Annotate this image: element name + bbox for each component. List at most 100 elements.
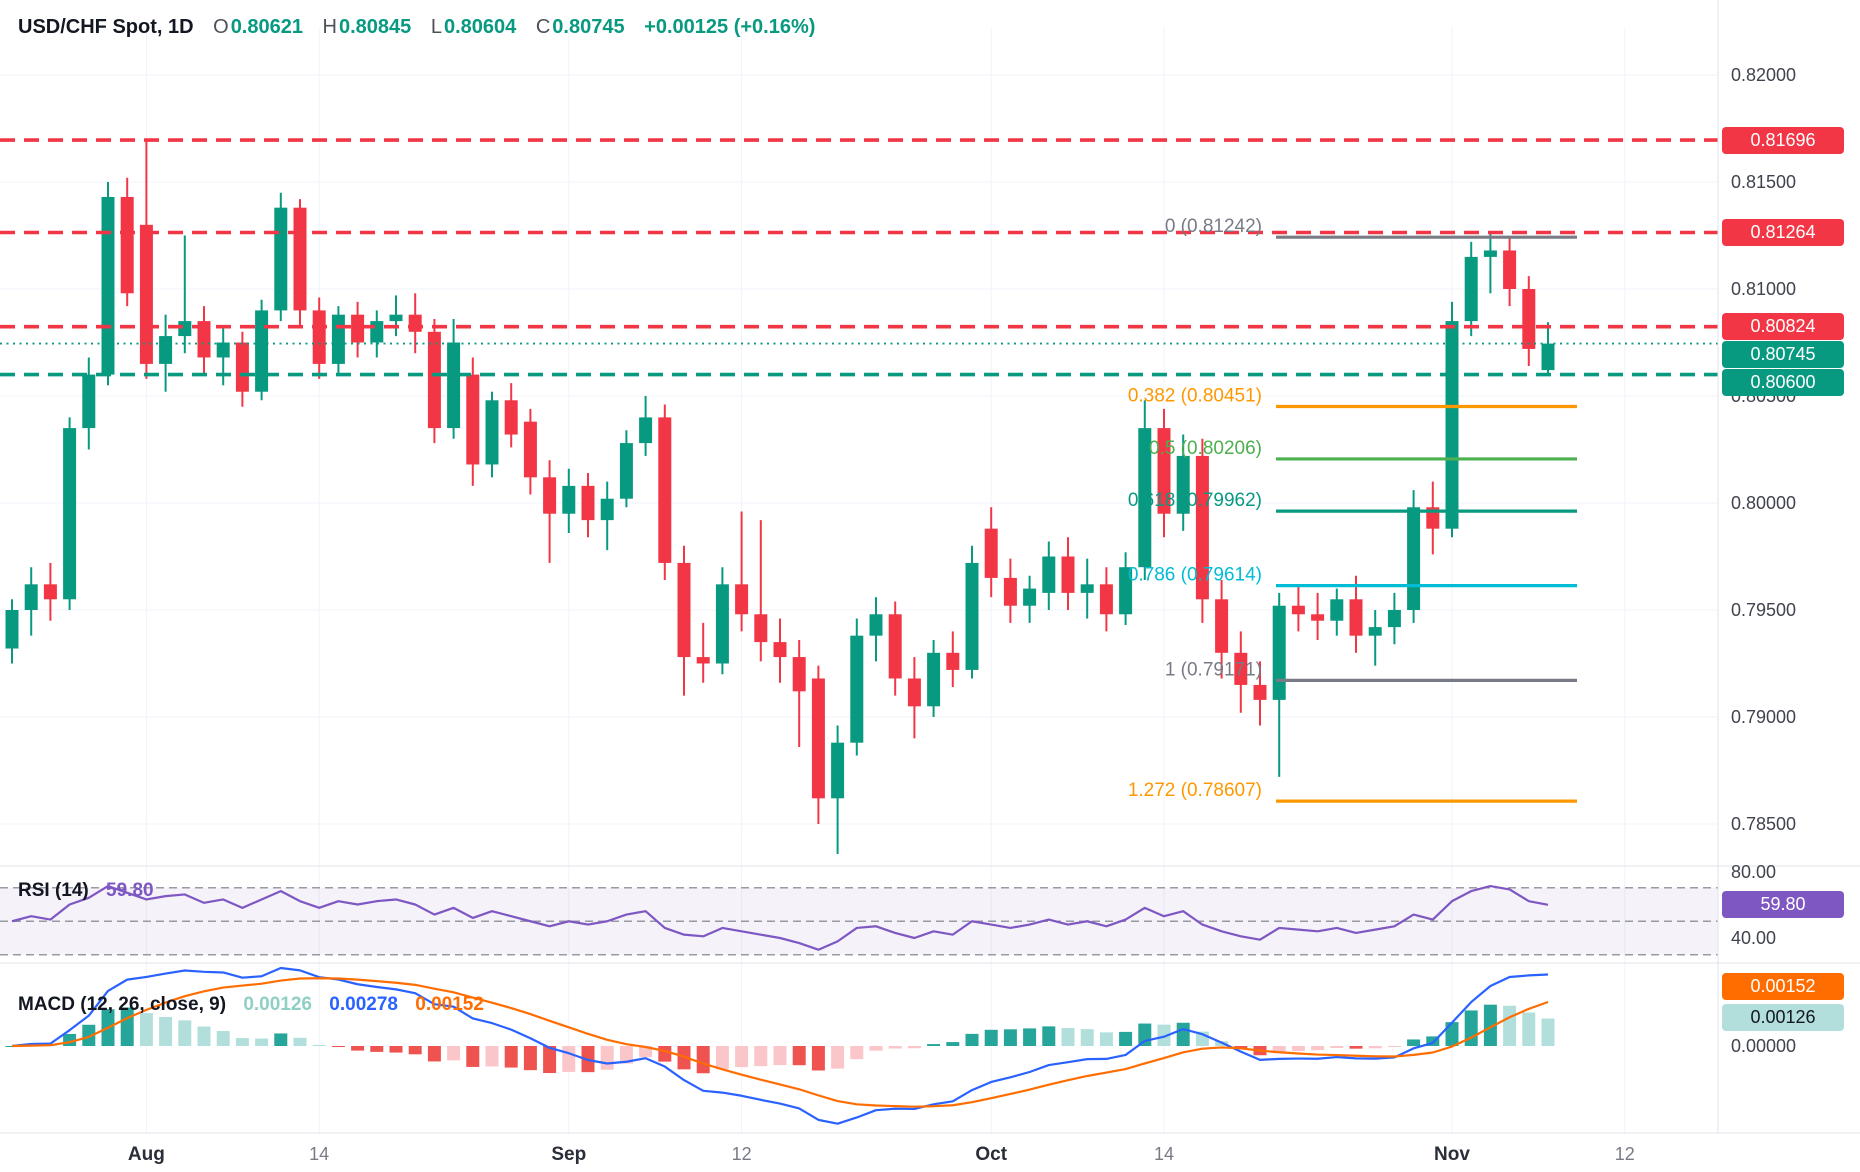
macd-histogram-bar <box>504 1046 518 1068</box>
time-axis-label[interactable]: Sep <box>551 1144 586 1165</box>
candle-body[interactable] <box>1253 684 1267 700</box>
candle-body[interactable] <box>351 314 365 343</box>
candles-layer[interactable] <box>5 139 1555 854</box>
candle-body[interactable] <box>1061 556 1075 593</box>
candle-body[interactable] <box>639 417 653 444</box>
macd-indicator-label[interactable]: MACD (12, 26, close, 9) <box>18 994 227 1015</box>
candle-body[interactable] <box>1483 250 1497 257</box>
candle-body[interactable] <box>1311 614 1325 621</box>
candle-body[interactable] <box>1522 289 1536 349</box>
candle-body[interactable] <box>888 614 902 679</box>
candle-body[interactable] <box>1503 250 1517 289</box>
candle-body[interactable] <box>984 528 998 578</box>
fib-retracement-layer[interactable]: 0 (0.81242) 0.382 (0.80451) 0.5 (0.80206) 0… <box>1128 216 1577 803</box>
candle-body[interactable] <box>581 485 595 521</box>
candle-body[interactable] <box>1464 256 1478 322</box>
candle-body[interactable] <box>1099 584 1113 615</box>
candle-body[interactable] <box>754 614 768 643</box>
candle-body[interactable] <box>1349 599 1363 636</box>
candle-body[interactable] <box>197 321 211 358</box>
candle-body[interactable] <box>24 584 38 610</box>
candle-body[interactable] <box>946 652 960 670</box>
rsi-pane-layer <box>0 884 1718 956</box>
candle-body[interactable] <box>1080 584 1094 593</box>
candle-body[interactable] <box>965 562 979 670</box>
candle-body[interactable] <box>63 428 77 600</box>
macd-histogram-bar <box>389 1046 403 1053</box>
macd-histogram-bar <box>5 1046 19 1047</box>
candle-body[interactable] <box>427 331 441 429</box>
candle-body[interactable] <box>255 310 269 392</box>
candle-body[interactable] <box>831 742 845 799</box>
candle-body[interactable] <box>1387 610 1401 628</box>
candle-body[interactable] <box>811 678 825 799</box>
candle-body[interactable] <box>1176 455 1190 514</box>
macd-histogram-bar <box>235 1038 249 1046</box>
candle-body[interactable] <box>850 635 864 743</box>
candle-body[interactable] <box>523 421 537 478</box>
candle-body[interactable] <box>677 562 691 658</box>
candle-body[interactable] <box>120 196 134 294</box>
candle-body[interactable] <box>715 584 729 664</box>
candle-body[interactable] <box>1138 428 1152 568</box>
candle-body[interactable] <box>735 584 749 615</box>
candle-body[interactable] <box>1195 455 1209 600</box>
candle-body[interactable] <box>101 196 115 375</box>
candle-body[interactable] <box>1023 588 1037 606</box>
axis-tick-label: 0.81500 <box>1731 172 1797 192</box>
macd-histogram-bar <box>197 1026 211 1046</box>
macd-histogram-bar <box>1330 1046 1344 1048</box>
candle-body[interactable] <box>312 310 326 364</box>
candle-body[interactable] <box>1368 627 1382 636</box>
candle-body[interactable] <box>773 642 787 658</box>
rsi-indicator-label[interactable]: RSI (14) <box>18 880 89 901</box>
candle-body[interactable] <box>43 584 57 600</box>
time-axis-label[interactable]: 12 <box>1615 1144 1635 1164</box>
candle-body[interactable] <box>696 657 710 664</box>
candle-body[interactable] <box>1157 428 1171 514</box>
macd-histogram-bar <box>984 1029 998 1046</box>
candle-body[interactable] <box>5 610 19 649</box>
candle-body[interactable] <box>235 342 249 392</box>
candle-body[interactable] <box>216 342 230 358</box>
symbol-title[interactable]: USD/CHF Spot, 1D <box>18 16 194 38</box>
time-axis-label[interactable]: Aug <box>128 1144 165 1165</box>
candle-body[interactable] <box>159 336 173 364</box>
candle-body[interactable] <box>1234 652 1248 685</box>
candle-body[interactable] <box>466 374 480 465</box>
candle-body[interactable] <box>139 224 153 364</box>
candle-body[interactable] <box>658 417 672 563</box>
candle-body[interactable] <box>1215 599 1229 653</box>
candle-body[interactable] <box>1291 605 1305 615</box>
candle-body[interactable] <box>1272 605 1286 700</box>
candle-body[interactable] <box>178 321 192 337</box>
candle-body[interactable] <box>792 657 806 692</box>
candle-body[interactable] <box>927 652 941 707</box>
candle-body[interactable] <box>869 614 883 636</box>
candle-body[interactable] <box>389 314 403 322</box>
candle-body[interactable] <box>907 678 921 707</box>
time-axis-label[interactable]: 12 <box>732 1144 752 1164</box>
candle-body[interactable] <box>485 400 499 465</box>
time-axis-label[interactable]: 14 <box>1154 1144 1174 1164</box>
fib-level-label: 0.786 (0.79614) <box>1128 565 1262 586</box>
candle-body[interactable] <box>1119 567 1133 615</box>
candle-body[interactable] <box>1541 343 1555 371</box>
level-lines-layer[interactable] <box>0 138 1718 377</box>
candle-body[interactable] <box>447 342 461 429</box>
candle-body[interactable] <box>619 443 633 499</box>
candle-body[interactable] <box>1042 556 1056 593</box>
candle-body[interactable] <box>543 477 557 514</box>
candle-body[interactable] <box>600 498 614 521</box>
axis-price-badge: 0.80600 <box>1722 369 1844 397</box>
macd-histogram-bar <box>1003 1029 1017 1046</box>
candle-body[interactable] <box>562 485 576 514</box>
candle-body[interactable] <box>1003 577 1017 606</box>
candle-body[interactable] <box>504 400 518 435</box>
candle-body[interactable] <box>1330 599 1344 621</box>
time-axis-label[interactable]: Nov <box>1434 1144 1470 1165</box>
time-axis-label[interactable]: Oct <box>975 1144 1007 1165</box>
time-axis-label[interactable]: 14 <box>309 1144 329 1164</box>
candle-body[interactable] <box>82 374 96 429</box>
